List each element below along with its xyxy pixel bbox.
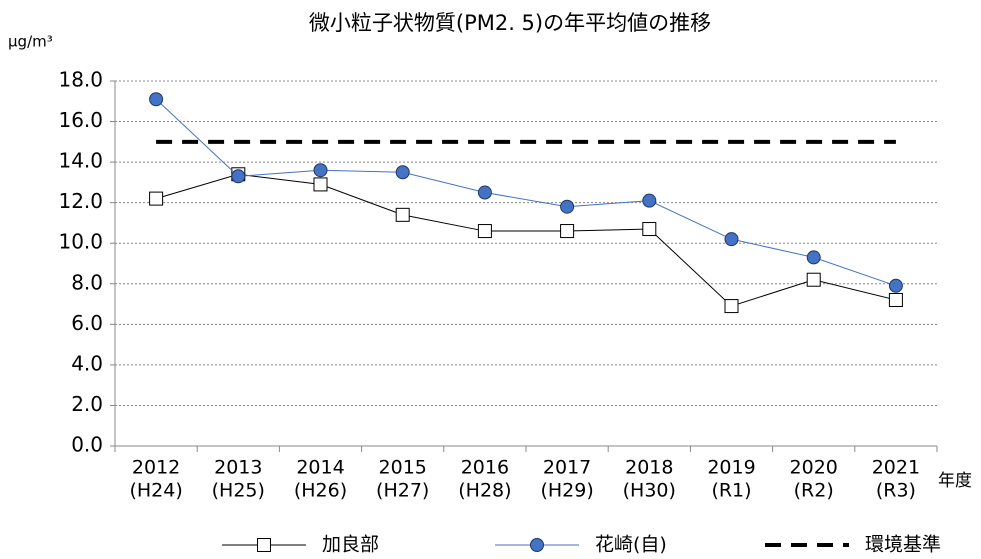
x-tick-label: (H29) xyxy=(540,480,593,502)
x-axis-label: 年度 xyxy=(938,471,972,491)
x-tick-label: (R1) xyxy=(711,480,751,502)
circle-marker xyxy=(806,250,821,265)
circle-marker xyxy=(642,193,657,208)
x-tick-label: (H30) xyxy=(623,480,676,502)
x-tick-label: (R3) xyxy=(876,480,916,502)
y-tick-label: 14.0 xyxy=(58,149,103,173)
x-tick-label: 2015 xyxy=(379,457,427,479)
square-marker xyxy=(888,293,903,307)
circle-marker xyxy=(477,185,492,200)
square-marker xyxy=(477,224,492,239)
x-tick-label: (R2) xyxy=(794,480,834,502)
x-tick-label: 2014 xyxy=(296,457,344,479)
y-tick-label: 12.0 xyxy=(58,189,103,213)
square-marker xyxy=(313,177,328,192)
x-tick-label: 2018 xyxy=(625,457,673,479)
series-line xyxy=(155,173,897,307)
y-tick-label: 0.0 xyxy=(71,433,103,457)
legend-label: 加良部 xyxy=(322,534,379,556)
y-axis-label: μg/m³ xyxy=(8,33,53,51)
y-tick-label: 16.0 xyxy=(58,108,103,132)
circle-marker xyxy=(149,92,164,107)
circle-marker xyxy=(724,232,739,247)
x-tick-label: (H25) xyxy=(212,480,265,502)
circle-marker xyxy=(560,199,575,214)
y-tick-label: 18.0 xyxy=(58,68,103,92)
x-tick-label: (H24) xyxy=(129,480,182,502)
square-marker xyxy=(724,299,739,314)
x-tick-label: 2019 xyxy=(707,457,755,479)
square-marker xyxy=(642,222,657,237)
x-tick-label: 2012 xyxy=(132,457,180,479)
x-tick-label: 2017 xyxy=(543,457,591,479)
legend-label: 花崎(自) xyxy=(595,534,667,556)
legend-label: 環境基準 xyxy=(865,534,941,556)
x-tick-label: 2013 xyxy=(214,457,262,479)
y-tick-label: 6.0 xyxy=(71,311,103,335)
y-tick-label: 4.0 xyxy=(71,351,103,375)
series-line xyxy=(155,98,897,287)
y-tick-label: 8.0 xyxy=(71,270,103,294)
y-tick-label: 10.0 xyxy=(58,230,103,254)
square-marker xyxy=(257,538,271,552)
x-tick-label: (H26) xyxy=(294,480,347,502)
x-tick-label: 2021 xyxy=(872,457,920,479)
circle-marker xyxy=(231,169,246,184)
x-tick-label: (H28) xyxy=(458,480,511,502)
x-tick-label: (H27) xyxy=(376,480,429,502)
x-tick-label: 2016 xyxy=(461,457,509,479)
square-marker xyxy=(560,224,575,239)
circle-marker xyxy=(395,165,410,180)
square-marker xyxy=(149,191,164,206)
y-tick-label: 2.0 xyxy=(71,392,103,416)
chart-title: 微小粒子状物質(PM2. 5)の年平均値の推移 xyxy=(309,11,711,35)
circle-marker xyxy=(888,278,903,293)
circle-marker xyxy=(530,538,544,552)
x-tick-label: 2020 xyxy=(790,457,838,479)
circle-marker xyxy=(313,163,328,178)
square-marker xyxy=(806,272,821,287)
square-marker xyxy=(395,207,410,222)
